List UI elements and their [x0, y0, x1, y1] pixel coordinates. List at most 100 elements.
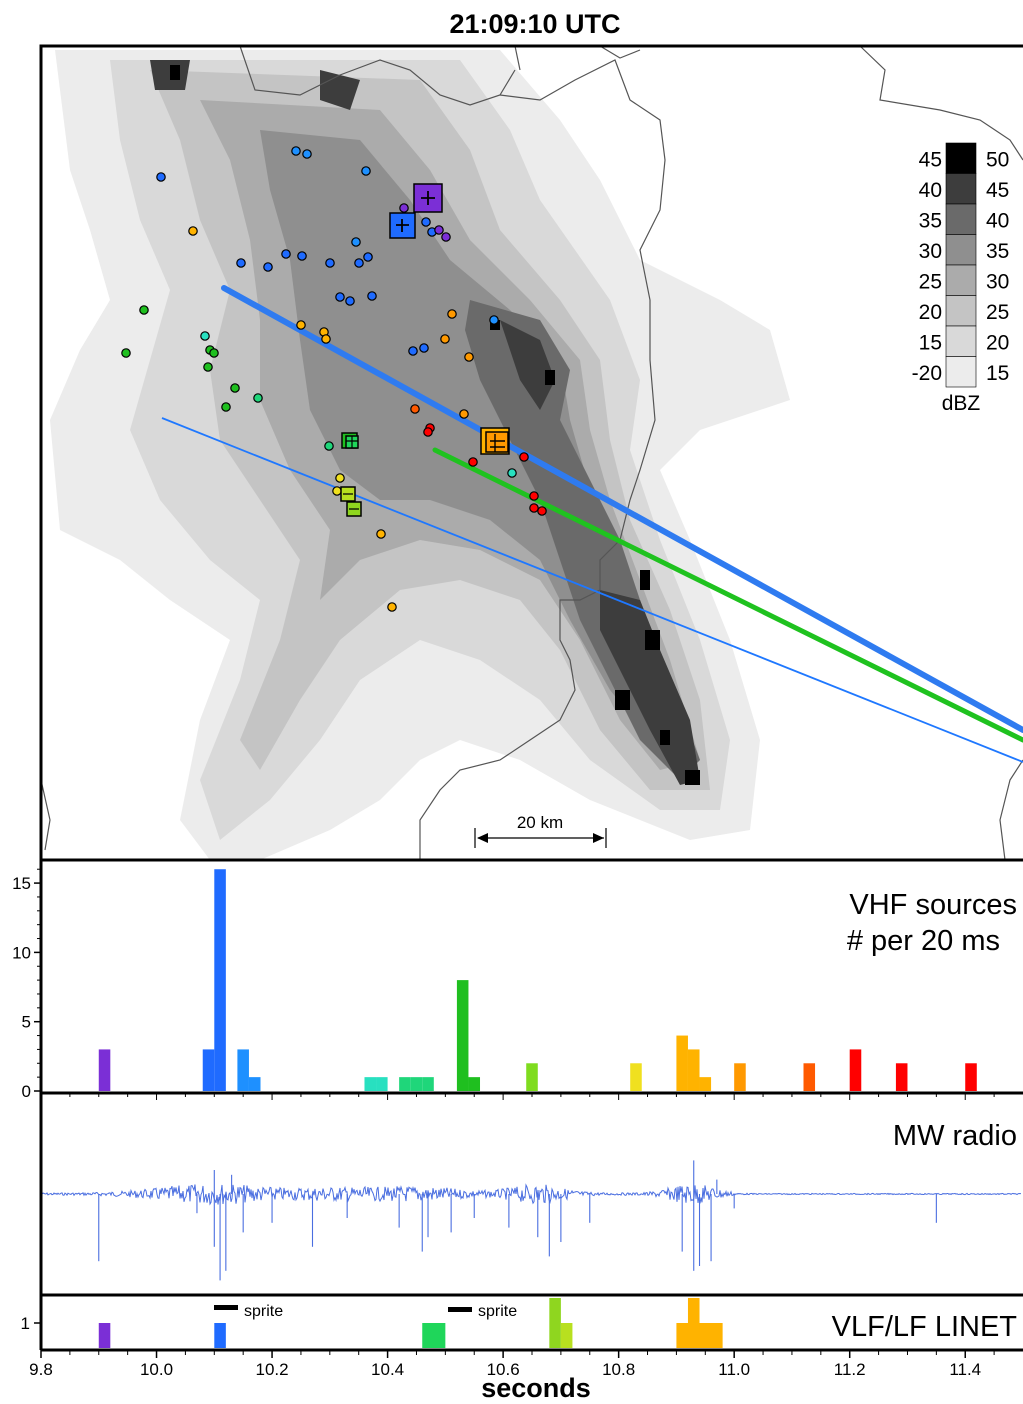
colorbar-unit-label: dBZ — [942, 392, 981, 415]
colorbar-low-label: 45 — [919, 148, 942, 171]
vhf-point — [421, 217, 431, 227]
scale-bar-label: 20 km — [517, 813, 563, 832]
colorbar-swatch — [945, 295, 977, 327]
vhf-point — [464, 352, 474, 362]
vhf-point — [236, 258, 246, 268]
vhf-bar — [468, 1077, 481, 1091]
vhf-bar — [399, 1077, 411, 1091]
colorbar-high-label: 45 — [986, 179, 1009, 202]
vhf-label-line-1: VHF sources — [849, 889, 1017, 921]
colorbar-high-label: 25 — [986, 301, 1009, 324]
vhf-point — [281, 249, 291, 259]
vhf-point — [459, 409, 469, 419]
vhf-point — [156, 172, 166, 182]
country-borders — [40, 45, 1023, 861]
vhf-point — [291, 146, 301, 156]
vhf-bar — [676, 1035, 688, 1091]
vhf-bar — [237, 1049, 249, 1091]
x-tick-label: 11.4 — [949, 1360, 981, 1379]
colorbar-high-label: 35 — [986, 240, 1009, 263]
radar-reflectivity — [50, 50, 790, 860]
vhf-point — [529, 503, 539, 513]
vhf-histogram-panel: 0 5 10 15 VHF sources # per 20 ms — [12, 868, 1017, 1101]
vhf-point — [139, 305, 149, 315]
vhf-point — [263, 262, 273, 272]
sprite-label-1: sprite — [244, 1303, 283, 1320]
vhf-point — [253, 393, 263, 403]
linet-stroke-purple — [413, 183, 443, 213]
vhf-bar — [699, 1077, 712, 1091]
sprite-marker-1 — [214, 1305, 238, 1310]
sprite-marker-2 — [448, 1307, 472, 1312]
x-tick-label: 9.8 — [29, 1360, 53, 1379]
vhf-point — [230, 383, 240, 393]
vhf-bar — [98, 1049, 111, 1091]
colorbar-high-label: 20 — [986, 331, 1009, 354]
x-tick-label: 10.4 — [371, 1360, 404, 1379]
vhf-point — [335, 473, 345, 483]
vhf-bar — [965, 1063, 977, 1091]
vhf-point — [354, 258, 364, 268]
scale-bar: 20 km — [474, 813, 607, 848]
x-tick-label: 10.2 — [256, 1360, 289, 1379]
colorbar-low-label: -20 — [912, 362, 942, 385]
linet-bar — [560, 1323, 573, 1348]
mw-trace-line — [40, 1183, 1021, 1206]
vhf-point — [408, 346, 418, 356]
vhf-tick-label: 0 — [22, 1082, 31, 1101]
vhf-bar — [734, 1063, 746, 1091]
colorbar-high-label: 50 — [986, 148, 1009, 171]
linet-panel: sprite sprite VLF/LF LINET 1 — [21, 1298, 1017, 1348]
x-tick-label: 11.0 — [718, 1360, 750, 1379]
vhf-bar — [410, 1077, 423, 1091]
vhf-tick-label: 5 — [22, 1013, 31, 1032]
colorbar-low-label: 35 — [919, 209, 942, 232]
vhf-point — [121, 348, 131, 358]
colorbar-low-label: 30 — [919, 240, 942, 263]
vhf-point — [302, 149, 312, 159]
vhf-point — [440, 334, 450, 344]
radar-very-strong — [150, 60, 700, 785]
linet-stroke-green — [341, 432, 359, 449]
linet-strokes — [340, 183, 510, 517]
vhf-point — [203, 362, 213, 372]
x-tick-label: 10.0 — [140, 1360, 173, 1379]
blue-thin-line — [161, 417, 1023, 763]
colorbar-low-label: 25 — [919, 270, 942, 293]
linet-tick-label: 1 — [21, 1314, 30, 1333]
vhf-point — [221, 402, 231, 412]
colorbar-swatch — [945, 264, 977, 296]
vhf-point — [188, 226, 198, 236]
x-axis-title: seconds — [481, 1373, 591, 1403]
colorbar-high-label: 15 — [986, 362, 1009, 385]
vhf-point — [297, 251, 307, 261]
vhf-bar — [364, 1077, 377, 1091]
x-tick-label: 10.8 — [602, 1360, 635, 1379]
blue-thick-line — [221, 285, 1023, 733]
vhf-point — [441, 232, 451, 242]
x-tick-label: 11.2 — [834, 1360, 866, 1379]
vhf-point — [434, 225, 444, 235]
sprite-markers: sprite sprite — [214, 1303, 517, 1320]
colorbar-swatch — [945, 234, 977, 266]
vhf-label-line-2: # per 20 ms — [847, 925, 1000, 957]
sprite-label-2: sprite — [478, 1303, 517, 1320]
vhf-point — [345, 296, 355, 306]
vhf-bar — [803, 1063, 816, 1091]
colorbar-low-label: 15 — [919, 331, 942, 354]
vhf-point — [200, 331, 210, 341]
mw-radio-panel: MW radio — [40, 1120, 1021, 1281]
vhf-point — [332, 486, 342, 496]
vhf-bars — [98, 869, 977, 1091]
figure-title: 21:09:10 UTC — [449, 9, 620, 39]
mw-radio-trace — [40, 1160, 1021, 1281]
vhf-bar — [422, 1077, 434, 1091]
linet-y-axis: 1 — [21, 1314, 41, 1333]
vhf-bar — [202, 1049, 215, 1091]
vhf-point — [419, 343, 429, 353]
colorbar-low-label: 20 — [919, 301, 942, 324]
vhf-bar — [214, 869, 226, 1091]
vhf-tick-label: 15 — [12, 874, 31, 893]
linet-bar — [214, 1323, 226, 1348]
vhf-point — [335, 292, 345, 302]
